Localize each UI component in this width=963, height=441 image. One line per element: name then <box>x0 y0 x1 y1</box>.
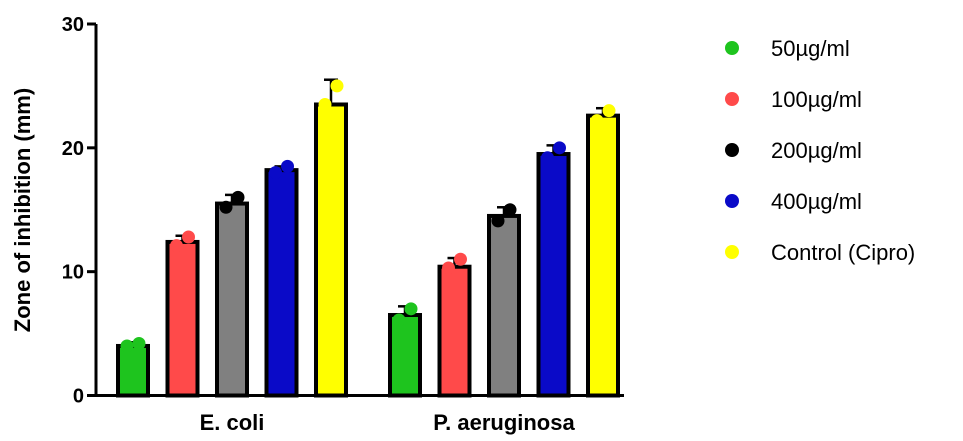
legend-label: 200µg/ml <box>771 138 862 163</box>
y-tick-label: 10 <box>62 262 84 284</box>
legend-swatch <box>725 92 739 106</box>
legend-label: 50µg/ml <box>771 36 850 61</box>
legend-label: 100µg/ml <box>771 87 862 112</box>
legend-label: Control (Cipro) <box>771 240 915 265</box>
bar <box>116 343 150 398</box>
bar <box>388 313 422 398</box>
data-point <box>553 141 566 155</box>
data-point <box>330 79 344 93</box>
bar <box>437 264 472 398</box>
x-tick-label: E. coli <box>200 410 265 435</box>
y-axis-title: Zone of inhibition (mm) <box>10 88 35 332</box>
data-point <box>442 261 455 275</box>
data-point <box>318 97 332 111</box>
data-point <box>269 166 282 180</box>
data-point <box>231 190 245 204</box>
legend-swatch <box>725 245 739 259</box>
bar <box>536 152 571 398</box>
axes-layer <box>94 24 624 397</box>
data-point <box>132 336 146 350</box>
data-point <box>170 239 183 253</box>
y-tick-label: 0 <box>73 386 84 408</box>
bars-layer <box>116 78 620 398</box>
legend-label: 400µg/ml <box>771 189 862 214</box>
data-point <box>281 159 294 173</box>
bar <box>165 239 200 398</box>
data-point <box>219 200 233 214</box>
legend-swatch <box>725 41 739 55</box>
legend-swatch <box>725 194 739 208</box>
data-point <box>404 302 418 316</box>
legend-swatch <box>725 143 739 157</box>
data-point <box>491 214 505 228</box>
data-point <box>120 339 134 353</box>
data-point <box>541 151 554 165</box>
data-point <box>590 114 604 128</box>
bar <box>487 213 521 398</box>
ticks-layer: E. coli P. aeruginosa 0 10 20 30 <box>62 14 576 435</box>
data-point <box>454 252 467 266</box>
x-tick-label: P. aeruginosa <box>433 410 575 435</box>
data-point <box>182 230 195 244</box>
data-point <box>392 313 406 327</box>
data-point <box>503 203 517 217</box>
bar <box>314 102 348 398</box>
y-tick-label: 30 <box>62 14 84 36</box>
data-point <box>602 104 616 118</box>
y-tick-label: 20 <box>62 138 84 160</box>
bar <box>586 113 620 398</box>
legend: 50µg/ml 100µg/ml 200µg/ml 400µg/ml Control (… <box>725 36 915 265</box>
bar <box>264 168 299 398</box>
bar <box>215 201 249 398</box>
